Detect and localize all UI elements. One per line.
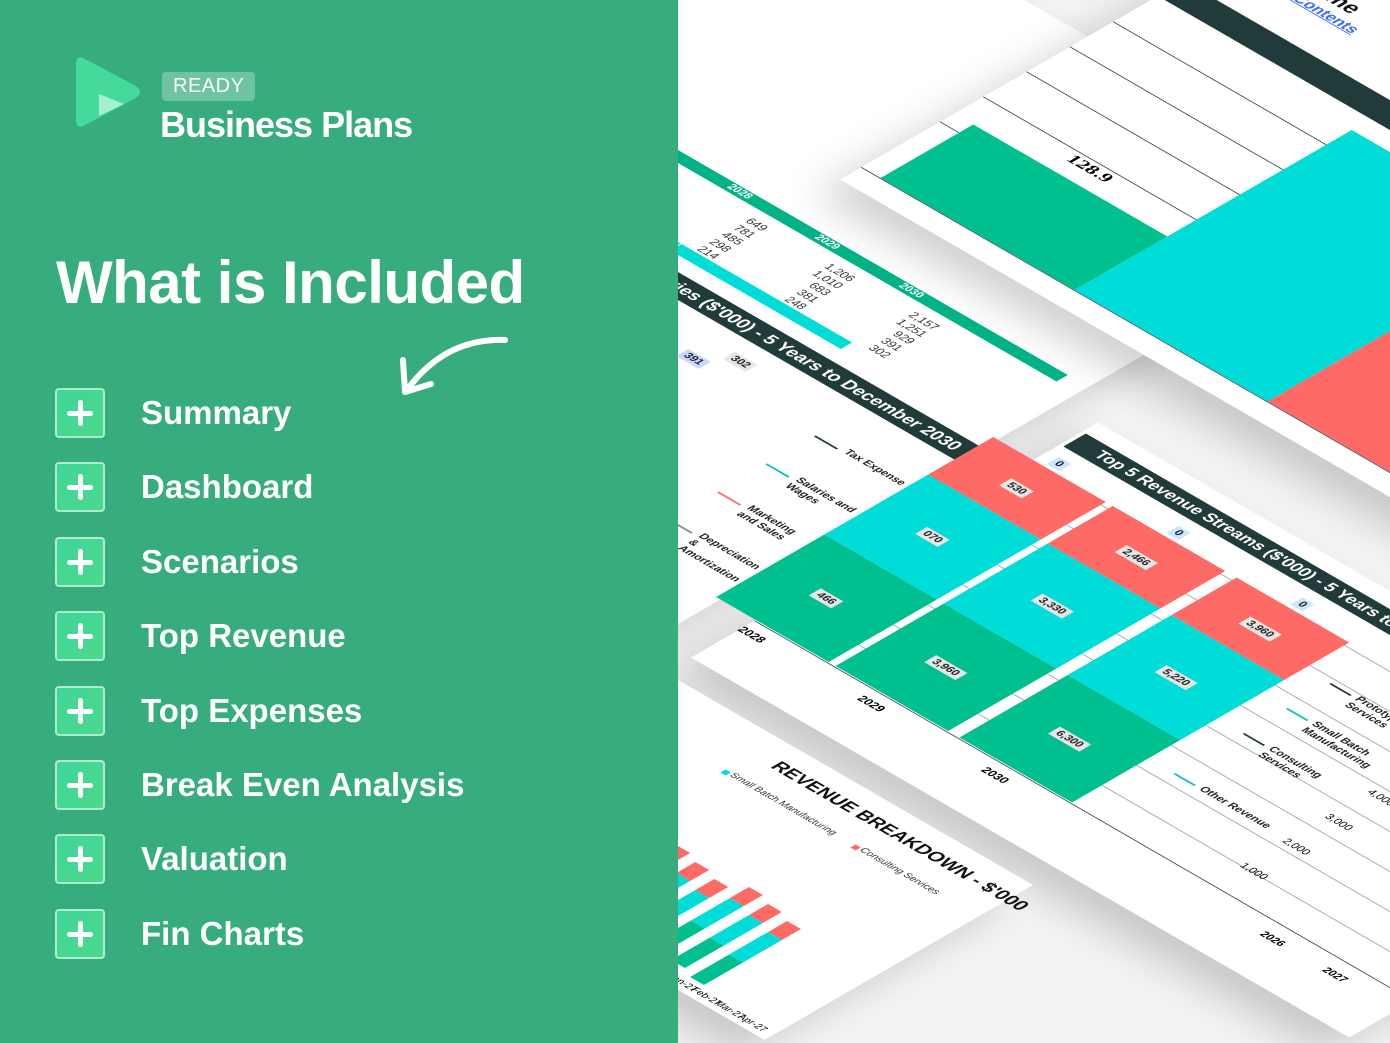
month-label: Apr-27 [734, 1013, 770, 1034]
axis-label: 2028 [734, 624, 770, 645]
legend-label: Salaries and Wages [781, 476, 859, 515]
brand-name: Business Plans [160, 104, 413, 145]
list-item-label: Break Even Analysis [141, 766, 465, 803]
bar-segment [678, 845, 691, 864]
plus-icon [55, 834, 105, 885]
axis-label: 3,000 [1321, 812, 1356, 833]
play-logo-icon [76, 57, 140, 127]
legend-label: Tax Expense [840, 448, 909, 488]
page-title: What is Included [56, 249, 525, 316]
curved-arrow-icon [400, 336, 508, 395]
ready-badge: READY [162, 72, 256, 101]
plus-icon [55, 462, 105, 513]
plus-icon [55, 908, 105, 959]
list-item-top-revenue[interactable]: Top Revenue [55, 611, 346, 662]
plus-icon [55, 536, 105, 587]
legend-marker [716, 491, 742, 506]
legend-marker [765, 463, 790, 478]
legend-marker [813, 435, 839, 450]
axis-label: 2029 [853, 693, 890, 714]
legend-marker [1173, 773, 1196, 786]
list-item-label: Valuation [141, 840, 288, 878]
data-label: 0 [1166, 525, 1191, 541]
list-item-dashboard[interactable]: Dashboard [55, 462, 314, 513]
list-item-label: Scenarios [141, 542, 299, 580]
list-item-scenarios[interactable]: Scenarios [55, 536, 299, 587]
axis-label: 2027 [1318, 966, 1351, 985]
list-item-valuation[interactable]: Valuation [55, 834, 288, 885]
spreadsheet-collage: 20286497814852982142,42820291,2061,01068… [678, 0, 1390, 1043]
list-item-label: Top Expenses [141, 691, 363, 729]
list-item-label: Top Revenue [141, 617, 346, 655]
list-item-fin-charts[interactable]: Fin Charts [55, 908, 305, 959]
data-label: 391 [678, 348, 712, 370]
data-label: 302 [722, 351, 758, 373]
list-item-label: Summary [141, 394, 292, 431]
left-panel: READY Business Plans What is Included Su… [0, 0, 678, 1043]
list-item-top-expenses[interactable]: Top Expenses [55, 685, 363, 736]
axis-label: 2,000 [1279, 837, 1314, 857]
list-item-label: Dashboard [141, 468, 314, 506]
legend-label: Marketing and Sales [733, 504, 800, 542]
list-item-break-even-analysis[interactable]: Break Even Analysis [55, 760, 464, 810]
axis-label: 4,000 [1363, 788, 1390, 808]
data-label: 0 [1290, 597, 1315, 612]
data-label: 0 [1046, 456, 1072, 472]
plus-icon [55, 760, 105, 810]
plus-icon [55, 388, 105, 438]
legend-marker [1329, 683, 1352, 696]
plus-icon [55, 611, 105, 662]
plus-icon [55, 685, 105, 736]
legend-label: Other Revenue [1195, 785, 1275, 831]
legend-marker [678, 519, 693, 534]
axis-label: 2030 [977, 765, 1013, 786]
list-item-label: Fin Charts [141, 914, 305, 952]
list-item-summary[interactable]: Summary [55, 388, 291, 438]
legend-marker [1285, 708, 1309, 721]
legend-marker [1242, 733, 1266, 746]
axis-label: 2026 [1256, 930, 1289, 949]
